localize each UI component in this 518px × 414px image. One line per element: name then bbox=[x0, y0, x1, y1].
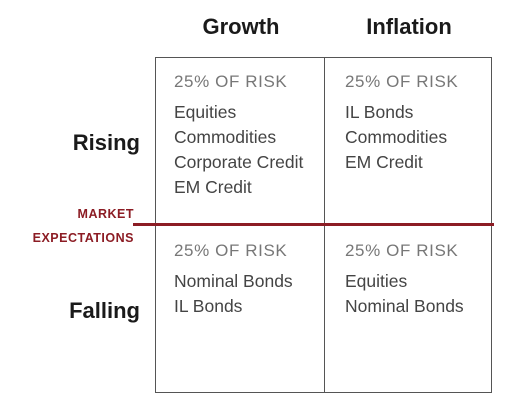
risk-label: 25% OF RISK bbox=[174, 72, 288, 91]
cell-rising-inflation: 25% OF RISK IL Bonds Commodities EM Cred… bbox=[345, 72, 505, 175]
market-expectations-divider bbox=[133, 223, 494, 226]
asset-item: Corporate Credit bbox=[174, 152, 304, 172]
asset-item: Commodities bbox=[174, 127, 277, 147]
cell-falling-inflation: 25% OF RISK Equities Nominal Bonds bbox=[345, 241, 505, 319]
asset-item: EM Credit bbox=[345, 152, 423, 172]
axis-label-market: MARKET bbox=[77, 207, 134, 221]
risk-label: 25% OF RISK bbox=[345, 72, 459, 91]
asset-item: IL Bonds bbox=[174, 296, 243, 316]
column-header-growth: Growth bbox=[202, 14, 280, 39]
axis-label-expectations: EXPECTATIONS bbox=[32, 231, 134, 245]
row-header-rising: Rising bbox=[72, 130, 140, 155]
asset-item: Nominal Bonds bbox=[345, 296, 464, 316]
cell-rising-growth: 25% OF RISK Equities Commodities Corpora… bbox=[174, 72, 334, 200]
asset-item: EM Credit bbox=[174, 177, 252, 197]
cell-falling-growth: 25% OF RISK Nominal Bonds IL Bonds bbox=[174, 241, 334, 319]
risk-label: 25% OF RISK bbox=[345, 241, 459, 260]
asset-item: IL Bonds bbox=[345, 102, 414, 122]
asset-item: Equities bbox=[345, 271, 408, 291]
asset-item: Equities bbox=[174, 102, 237, 122]
risk-label: 25% OF RISK bbox=[174, 241, 288, 260]
asset-item: Nominal Bonds bbox=[174, 271, 293, 291]
asset-item: Commodities bbox=[345, 127, 448, 147]
column-header-inflation: Inflation bbox=[366, 14, 452, 39]
row-header-falling: Falling bbox=[69, 298, 140, 323]
